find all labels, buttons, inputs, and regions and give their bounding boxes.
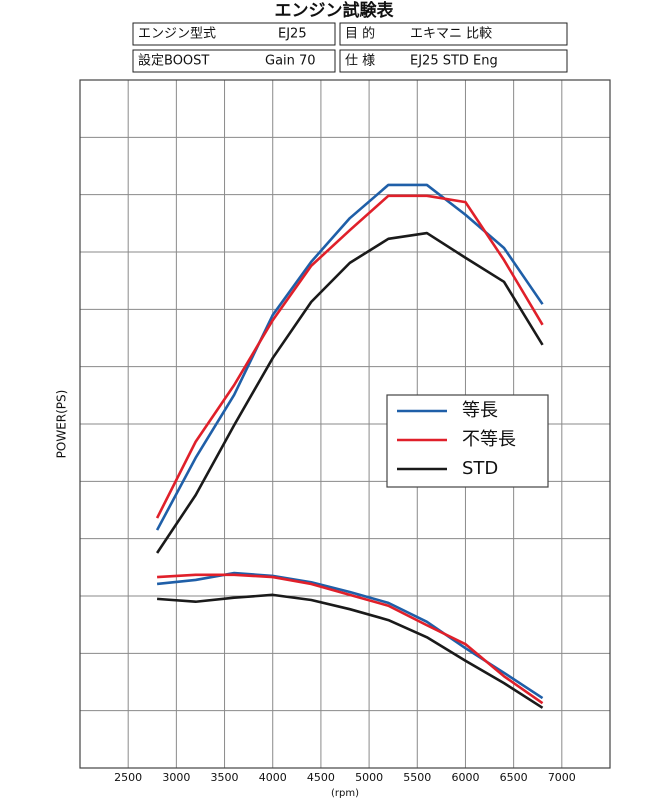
series-line: [156, 593, 544, 709]
cell-border: [339, 22, 568, 46]
x-tick-label: 4500: [307, 771, 335, 784]
cell-border: [132, 22, 336, 46]
series-line: [155, 183, 544, 531]
x-tick-label: 3000: [162, 771, 190, 784]
y-axis-label: POWER(PS): [55, 390, 69, 459]
header-cell: 目 的: [345, 26, 375, 42]
x-tick-label: 2500: [114, 771, 142, 784]
cell-border: [339, 49, 568, 73]
header-cell: 設定BOOST: [138, 53, 209, 69]
x-tick-label: 3500: [211, 771, 239, 784]
x-tick-label: 7000: [548, 771, 576, 784]
header-cell: エキマニ 比較: [410, 27, 492, 42]
series-line: [155, 194, 544, 519]
legend-label: 等長: [462, 400, 498, 421]
cell-border: [132, 49, 336, 73]
x-tick-label: 6000: [451, 771, 479, 784]
header-table: [132, 22, 568, 73]
chart-title: エンジン試験表: [275, 0, 395, 21]
x-tick-label: 4000: [259, 771, 287, 784]
series-line: [156, 231, 544, 554]
header-cell: EJ25 STD Eng: [410, 54, 498, 69]
legend-label: STD: [462, 458, 498, 479]
plot-frame: [79, 79, 611, 769]
header-cell: 仕 様: [345, 54, 375, 69]
series-line: [156, 571, 544, 700]
legend-label: 不等長: [462, 429, 516, 450]
x-tick-label: 5500: [403, 771, 431, 784]
header-cell: エンジン型式: [138, 27, 216, 42]
x-axis-label: (rpm): [331, 788, 359, 799]
header-cell: EJ25: [278, 27, 307, 42]
series-line: [157, 573, 544, 705]
header-cell: Gain 70: [265, 54, 316, 69]
x-tick-label: 5000: [355, 771, 383, 784]
x-tick-label: 6500: [500, 771, 528, 784]
